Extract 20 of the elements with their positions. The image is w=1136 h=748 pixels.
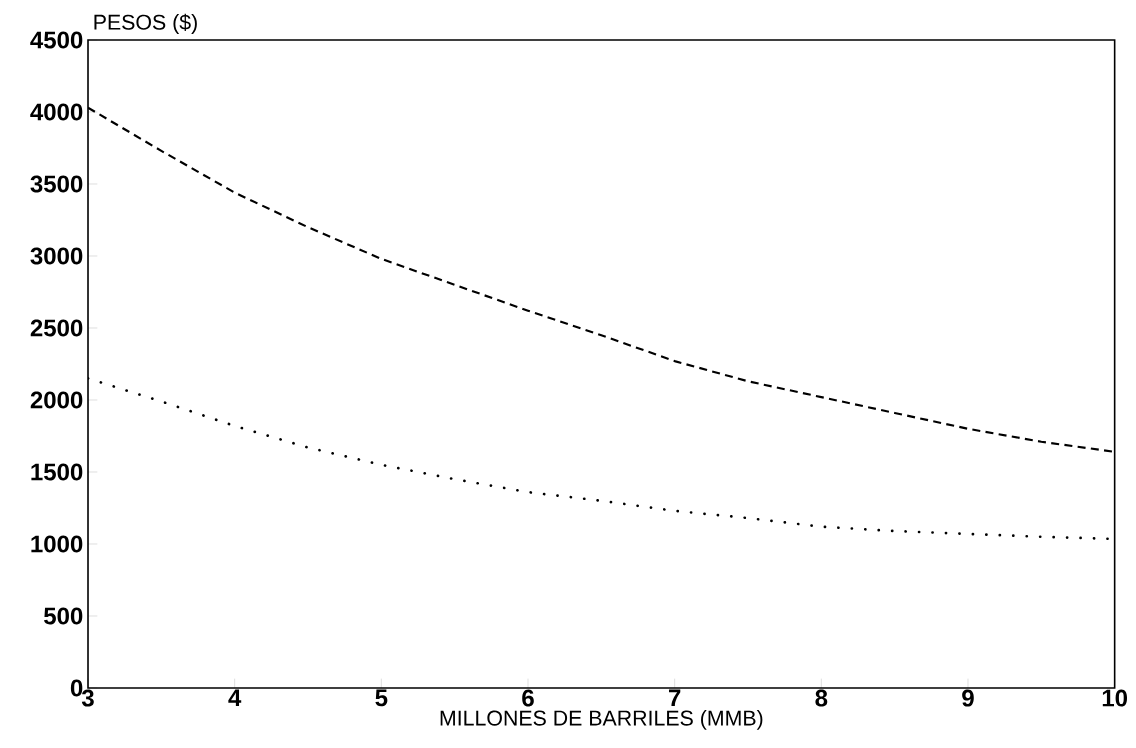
y-tick-label: 3500 <box>30 175 83 193</box>
x-tick-label: 9 <box>962 689 974 707</box>
x-tick-label: 7 <box>669 689 681 707</box>
x-axis-title: MILLONES DE BARRILES (MMB) <box>440 710 763 730</box>
y-tick-label: 3000 <box>30 247 83 265</box>
x-tick-label: 10 <box>1102 689 1128 707</box>
y-axis-title: PESOS ($) <box>94 13 197 34</box>
y-tick-label: 500 <box>43 607 83 625</box>
y-tick-label: 4000 <box>30 103 83 121</box>
x-tick-label: 5 <box>375 689 388 707</box>
y-tick-label: 1500 <box>31 463 83 481</box>
x-tick-label: 4 <box>228 689 242 707</box>
x-tick-label: 8 <box>815 689 828 707</box>
y-tick-label: 1000 <box>31 535 83 553</box>
x-tick-label: 6 <box>522 689 534 707</box>
y-tick-label: 2500 <box>30 319 83 337</box>
y-tick-label: 4500 <box>30 31 83 49</box>
x-tick-label: 3 <box>81 689 94 707</box>
y-tick-label: 2000 <box>30 391 83 409</box>
y-tick-label: 0 <box>70 679 83 697</box>
